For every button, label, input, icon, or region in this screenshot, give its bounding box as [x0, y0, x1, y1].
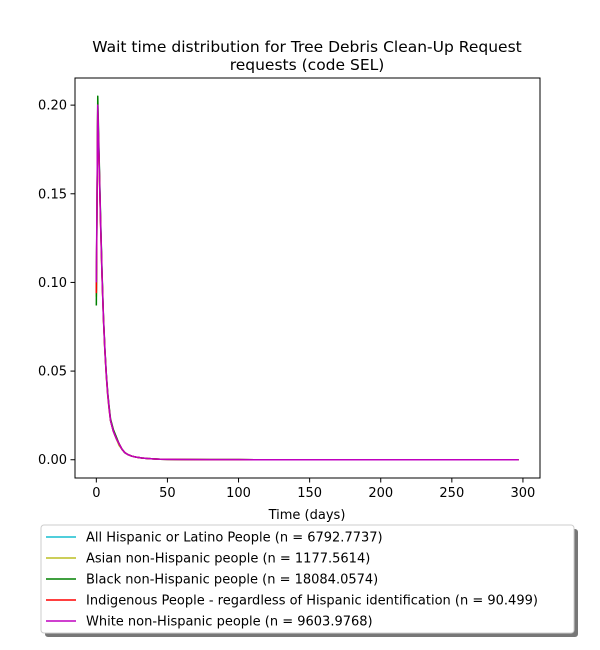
series-layer — [95, 95, 519, 461]
legend-label: All Hispanic or Latino People (n = 6792.… — [86, 531, 383, 546]
legend-items: All Hispanic or Latino People (n = 6792.… — [46, 531, 538, 630]
legend-label: Indigenous People - regardless of Hispan… — [86, 594, 538, 609]
y-tick-label: 0.00 — [38, 453, 67, 468]
x-tick-label: 300 — [511, 486, 536, 501]
legend: All Hispanic or Latino People (n = 6792.… — [40, 524, 578, 637]
plot-area-frame — [74, 77, 541, 479]
legend-box — [40, 524, 575, 634]
y-tick-label: 0.05 — [38, 365, 67, 380]
x-tick-label: 200 — [368, 486, 393, 501]
tick-layer: 0 50 100 150 200 250 300 0.00 0.05 0.10 0.15 0.20 — [38, 99, 535, 501]
x-tick-label: 100 — [226, 486, 251, 501]
chart-title-line-1: Wait time distribution for Tree Debris C… — [92, 38, 521, 56]
x-tick-label: 250 — [439, 486, 464, 501]
series-line — [95, 104, 519, 461]
y-tick-label: 0.15 — [38, 187, 67, 202]
legend-label: Asian non-Hispanic people (n = 1177.5614… — [86, 552, 370, 567]
x-tick-label: 150 — [297, 486, 322, 501]
x-tick-label: 0 — [92, 486, 100, 501]
y-tick-label: 0.10 — [38, 276, 67, 291]
x-axis-label: Time (days) — [268, 508, 346, 523]
y-tick-label: 0.20 — [38, 99, 67, 114]
legend-label: White non-Hispanic people (n = 9603.9768… — [86, 615, 373, 630]
x-tick-label: 50 — [159, 486, 176, 501]
legend-label: Black non-Hispanic people (n = 18084.057… — [86, 573, 378, 588]
chart-title-line-2: requests (code SEL) — [230, 56, 385, 74]
